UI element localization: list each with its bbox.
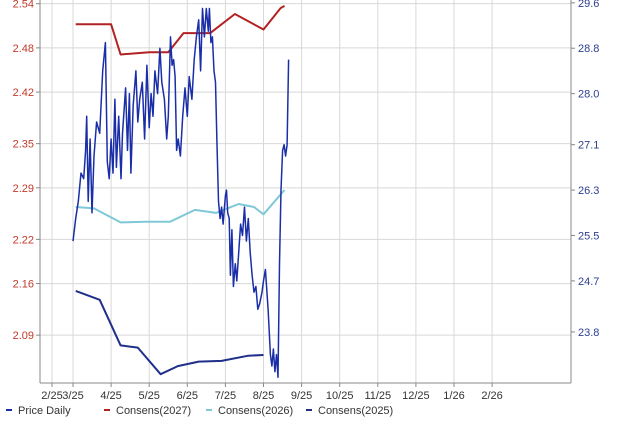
axes [39,0,572,384]
series-lines [72,5,290,379]
x-tick-label: 11/25 [364,390,391,402]
legend-label: Consens(2025) [318,405,393,417]
right-tick-label: 28.8 [578,43,599,55]
legend: Price Daily Consens(2027) Consens(2026) Con… [6,405,393,417]
right-tick-label: 29.6 [578,0,599,10]
left-tick-label: 2.09 [13,330,34,342]
x-axis-ticks: 2/25 3/25 4/25 5/25 6/25 7/25 8/25 9/25 10/25 11/… [41,383,503,402]
right-tick-label: 24.7 [578,276,599,288]
right-tick-label: 25.5 [578,230,599,242]
left-tick-label: 2.16 [13,279,34,291]
x-tick-label: 2/26 [481,390,502,402]
x-tick-label: 7/25 [215,390,236,402]
series-line-consens-2027 [75,5,285,56]
legend-label: Consens(2026) [218,405,293,417]
x-tick-label: 9/25 [291,390,312,402]
x-tick-label: 8/25 [253,390,274,402]
x-tick-label: 2/25 [41,390,62,402]
legend-label: Price Daily [18,405,71,417]
series-line-price-daily [72,7,290,379]
left-axis-ticks: 2.54 2.48 2.42 2.35 2.29 2.22 2.16 2.09 [13,0,40,342]
plot-area [40,0,571,383]
right-tick-label: 28.0 [578,89,599,101]
x-tick-label: 4/25 [100,390,121,402]
x-tick-label: 10/25 [326,390,354,402]
left-tick-label: 2.22 [13,234,34,246]
x-tick-label: 3/25 [62,390,83,402]
x-tick-label: 1/26 [443,390,464,402]
right-tick-label: 26.3 [578,185,599,197]
series-line-consens-2026 [75,189,286,224]
series-line-consens-2025 [75,289,264,376]
right-tick-label: 27.1 [578,140,599,152]
left-tick-label: 2.29 [13,183,34,195]
right-tick-label: 23.8 [578,327,599,339]
x-tick-label: 12/25 [402,390,430,402]
right-axis-ticks: 29.6 28.8 28.0 27.1 26.3 25.5 24.7 23.8 [571,0,599,339]
x-tick-label: 6/25 [177,390,198,402]
left-tick-label: 2.48 [13,43,34,55]
left-tick-label: 2.54 [13,0,34,11]
legend-label: Consens(2027) [116,405,191,417]
x-tick-label: 5/25 [138,390,159,402]
left-tick-label: 2.35 [13,139,34,151]
grid-lines [40,0,571,383]
left-tick-label: 2.42 [13,87,34,99]
